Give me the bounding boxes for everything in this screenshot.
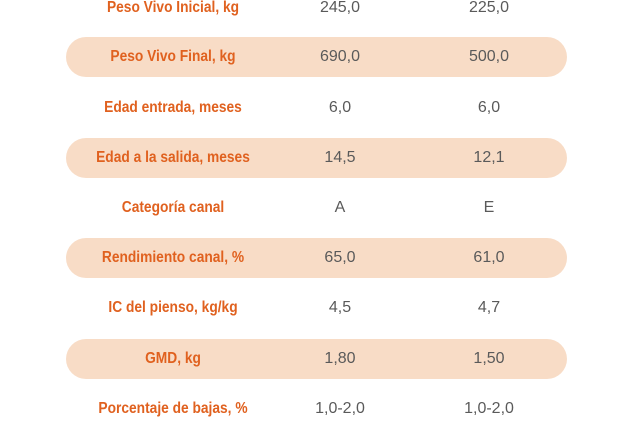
table-row: Edad entrada, meses 6,0 6,0 bbox=[66, 88, 567, 128]
row-value-col1: 14,5 bbox=[324, 149, 356, 166]
row-value-col1: 1,0-2,0 bbox=[315, 400, 365, 417]
row-value-col2: 12,1 bbox=[473, 149, 505, 166]
table-row: IC del pienso, kg/kg 4,5 4,7 bbox=[66, 288, 567, 328]
row-value-col1: 4,5 bbox=[328, 299, 352, 316]
row-value-col2: 61,0 bbox=[473, 249, 505, 266]
table-row: Peso Vivo Final, kg 690,0 500,0 bbox=[66, 37, 567, 77]
row-value-col1: 6,0 bbox=[328, 99, 352, 116]
row-label: Rendimiento canal, % bbox=[101, 249, 245, 266]
row-label: Peso Vivo Final, kg bbox=[110, 48, 236, 65]
row-label: Porcentaje de bajas, % bbox=[98, 400, 248, 417]
row-value-col1: A bbox=[334, 199, 346, 216]
table-row: Peso Vivo Inicial, kg 245,0 225,0 bbox=[66, 0, 567, 28]
row-label: IC del pienso, kg/kg bbox=[108, 299, 238, 316]
row-label: Categoría canal bbox=[121, 199, 225, 216]
row-value-col2: 1,0-2,0 bbox=[464, 400, 514, 417]
row-value-col2: E bbox=[483, 199, 495, 216]
row-value-col1: 690,0 bbox=[319, 48, 361, 65]
row-value-col1: 1,80 bbox=[324, 350, 356, 367]
row-label: GMD, kg bbox=[145, 350, 201, 367]
row-label: Edad entrada, meses bbox=[104, 99, 242, 116]
row-value-col2: 500,0 bbox=[468, 48, 510, 65]
table-row: Categoría canal A E bbox=[66, 188, 567, 228]
row-value-col2: 4,7 bbox=[477, 299, 501, 316]
table-row: GMD, kg 1,80 1,50 bbox=[66, 339, 567, 379]
row-value-col2: 6,0 bbox=[477, 99, 501, 116]
row-value-col2: 225,0 bbox=[468, 0, 510, 16]
row-value-col1: 65,0 bbox=[324, 249, 356, 266]
row-label: Edad a la salida, meses bbox=[96, 149, 250, 166]
row-label: Peso Vivo Inicial, kg bbox=[106, 0, 240, 16]
row-value-col2: 1,50 bbox=[473, 350, 505, 367]
table-row: Edad a la salida, meses 14,5 12,1 bbox=[66, 138, 567, 178]
row-value-col1: 245,0 bbox=[319, 0, 361, 16]
table-row: Rendimiento canal, % 65,0 61,0 bbox=[66, 238, 567, 278]
table-row: Porcentaje de bajas, % 1,0-2,0 1,0-2,0 bbox=[66, 389, 567, 429]
